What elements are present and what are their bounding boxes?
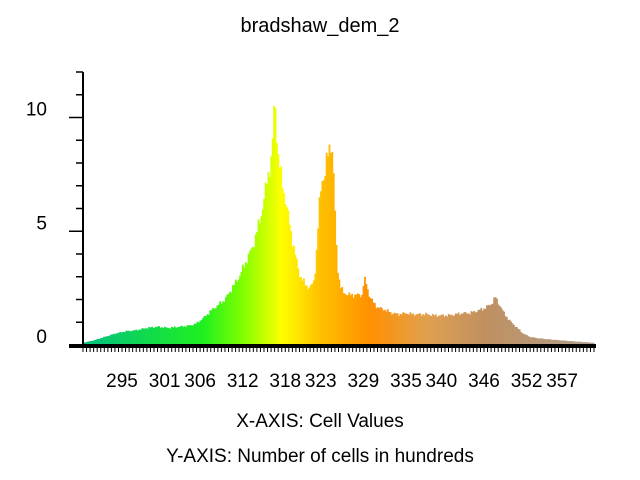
y-tick-label: 5: [36, 213, 47, 234]
x-axis-label: X-AXIS: Cell Values: [236, 411, 404, 432]
x-axis: 295 301 306 312 318 323 329 335 340 346 352 357: [69, 344, 596, 392]
x-tick-label: 295: [106, 371, 138, 392]
x-tick-label: 346: [468, 371, 500, 392]
x-tick-label: 301: [149, 371, 181, 392]
x-tick-label: 357: [546, 371, 578, 392]
chart-title: bradshaw_dem_2: [241, 15, 400, 37]
y-axis: 0 5 10: [26, 72, 83, 348]
x-tick-label: 352: [511, 371, 543, 392]
x-tick-label: 340: [426, 371, 458, 392]
y-axis-label: Y-AXIS: Number of cells in hundreds: [166, 446, 474, 467]
x-tick-label: 329: [347, 371, 379, 392]
x-tick-label: 335: [390, 371, 422, 392]
histogram-bars: [83, 106, 594, 345]
x-tick-label: 306: [184, 371, 216, 392]
x-tick-label: 318: [269, 371, 301, 392]
y-tick-label: 0: [36, 327, 47, 348]
x-tick-label: 312: [227, 371, 259, 392]
x-axis-line: [69, 344, 596, 348]
x-tick-label: 323: [305, 371, 337, 392]
y-tick-label: 10: [26, 100, 47, 121]
